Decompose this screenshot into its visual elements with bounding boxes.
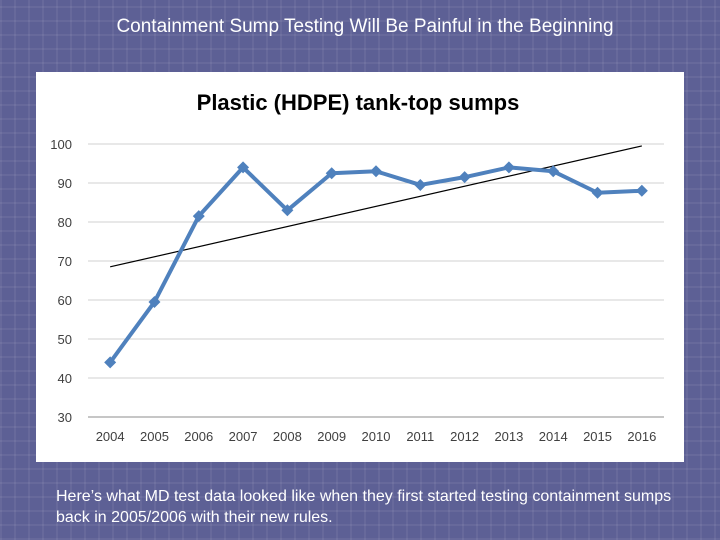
y-tick-label: 40 xyxy=(58,371,72,386)
y-tick-label: 70 xyxy=(58,254,72,269)
x-tick-label: 2007 xyxy=(229,429,258,444)
series-line xyxy=(108,165,642,364)
slide-title: Containment Sump Testing Will Be Painful… xyxy=(116,16,614,37)
x-tick-label: 2008 xyxy=(273,429,302,444)
y-tick-label: 30 xyxy=(58,410,72,425)
x-tick-label: 2005 xyxy=(140,429,169,444)
x-tick-label: 2015 xyxy=(583,429,612,444)
y-tick-label: 80 xyxy=(58,215,72,230)
data-point xyxy=(502,161,515,174)
y-tick-label: 50 xyxy=(58,332,72,347)
data-point xyxy=(414,178,427,191)
line-chart: Plastic (HDPE) tank-top sumps 30 40 50 60 70… xyxy=(50,90,664,444)
data-point xyxy=(281,204,294,217)
y-tick-label: 60 xyxy=(58,293,72,308)
data-point xyxy=(104,356,117,369)
chart-panel: Plastic (HDPE) tank-top sumps 30 40 50 60 70… xyxy=(36,72,684,462)
x-tick-label: 2014 xyxy=(539,429,568,444)
x-tick-label: 2013 xyxy=(494,429,523,444)
data-point xyxy=(591,186,604,199)
y-tick-label: 90 xyxy=(58,176,72,191)
trendline xyxy=(110,145,642,268)
y-tick-label: 100 xyxy=(50,137,72,152)
x-tick-label: 2011 xyxy=(406,429,434,444)
data-point xyxy=(237,161,250,174)
data-point xyxy=(192,210,205,223)
x-tick-label: 2006 xyxy=(184,429,213,444)
data-point xyxy=(370,165,382,178)
x-tick-label: 2012 xyxy=(450,429,479,444)
data-point xyxy=(547,165,560,178)
chart-title: Plastic (HDPE) tank-top sumps xyxy=(197,90,520,115)
data-point xyxy=(635,184,648,197)
x-tick-label: 2009 xyxy=(317,429,346,444)
x-tick-label: 2004 xyxy=(96,429,125,444)
data-point xyxy=(148,295,161,308)
slide-caption: Here’s what MD test data looked like whe… xyxy=(56,488,672,526)
data-point xyxy=(325,167,338,180)
x-tick-label: 2016 xyxy=(627,429,656,444)
data-point xyxy=(458,171,471,184)
x-tick-label: 2010 xyxy=(362,429,391,444)
